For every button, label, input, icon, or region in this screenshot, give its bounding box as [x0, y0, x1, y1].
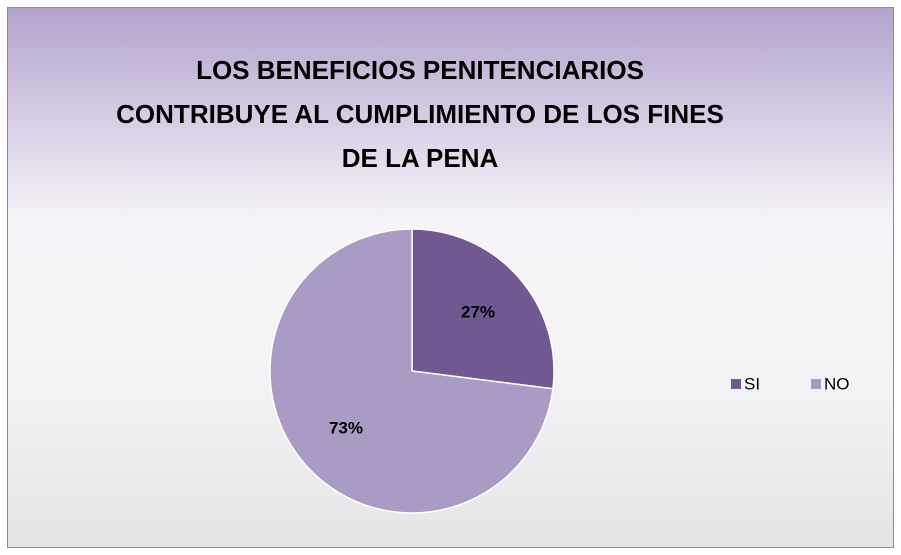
- data-label: 27%: [461, 302, 495, 321]
- chart-title: LOS BENEFICIOS PENITENCIARIOS CONTRIBUYE…: [116, 55, 724, 173]
- pie-slice: [411, 228, 555, 390]
- legend-label: NO: [824, 374, 850, 393]
- legend-label: SI: [744, 374, 760, 393]
- pie-slice: [269, 228, 554, 514]
- data-label: 73%: [329, 419, 363, 438]
- legend-swatch: [731, 379, 741, 389]
- legend-swatch: [811, 379, 821, 389]
